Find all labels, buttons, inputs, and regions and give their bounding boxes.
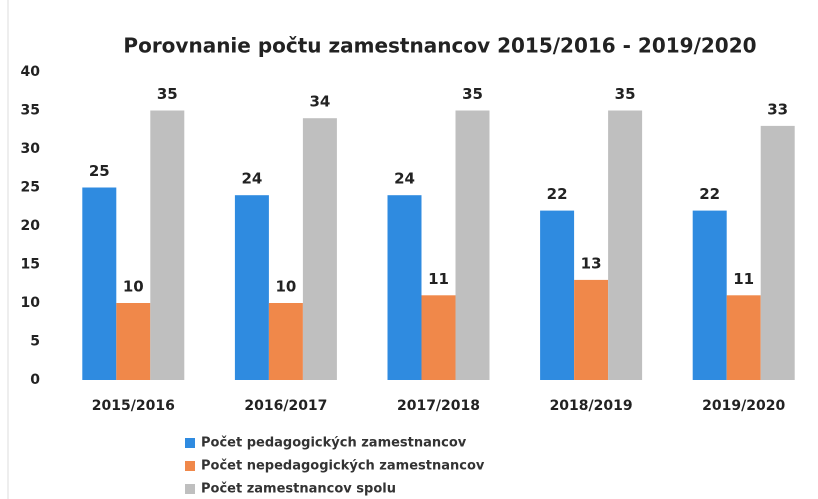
bar xyxy=(760,125,795,381)
bar xyxy=(455,110,490,380)
bar xyxy=(421,295,456,380)
value-label: 25 xyxy=(89,162,110,180)
x-tick-label: 2018/2019 xyxy=(550,398,633,414)
bar xyxy=(692,210,727,380)
value-label: 24 xyxy=(241,170,262,188)
value-label: 11 xyxy=(733,270,754,288)
legend-swatch xyxy=(185,438,195,448)
y-tick-label: 30 xyxy=(21,141,41,157)
bar xyxy=(726,295,761,380)
value-label: 24 xyxy=(394,170,415,188)
bar xyxy=(150,110,185,380)
value-label: 13 xyxy=(581,254,602,272)
value-label: 11 xyxy=(428,270,449,288)
value-label: 33 xyxy=(767,100,788,118)
legend-label: Počet zamestnancov spolu xyxy=(201,482,396,497)
bar xyxy=(608,110,643,380)
legend-swatch xyxy=(185,461,195,471)
y-tick-label: 40 xyxy=(21,64,41,80)
bar xyxy=(268,303,303,380)
legend-swatch xyxy=(185,484,195,494)
bar xyxy=(574,279,609,380)
y-tick-label: 20 xyxy=(21,218,41,234)
x-tick-label: 2019/2020 xyxy=(702,398,785,414)
x-tick-label: 2016/2017 xyxy=(244,398,327,414)
value-label: 10 xyxy=(123,278,144,296)
y-tick-label: 5 xyxy=(30,334,40,350)
y-tick-label: 25 xyxy=(21,180,40,196)
x-tick-label: 2017/2018 xyxy=(397,398,480,414)
y-tick-label: 35 xyxy=(21,103,40,119)
value-label: 22 xyxy=(699,185,720,203)
bar xyxy=(234,195,269,380)
bar xyxy=(82,187,117,380)
value-label: 22 xyxy=(547,185,568,203)
bar xyxy=(116,303,151,380)
value-label: 35 xyxy=(615,85,636,103)
value-label: 34 xyxy=(309,93,330,111)
y-tick-label: 15 xyxy=(21,257,40,273)
value-label: 35 xyxy=(157,85,178,103)
value-label: 10 xyxy=(275,278,296,296)
legend-label: Počet pedagogických zamestnancov xyxy=(201,436,467,451)
y-tick-label: 10 xyxy=(21,295,41,311)
chart-title: Porovnanie počtu zamestnancov 2015/2016 … xyxy=(123,34,756,58)
y-tick-label: 0 xyxy=(30,372,40,388)
x-tick-label: 2015/2016 xyxy=(92,398,175,414)
value-label: 35 xyxy=(462,85,483,103)
bar xyxy=(302,118,337,380)
legend-label: Počet nepedagogických zamestnancov xyxy=(201,459,485,474)
bar xyxy=(540,210,575,380)
bar xyxy=(387,195,422,380)
